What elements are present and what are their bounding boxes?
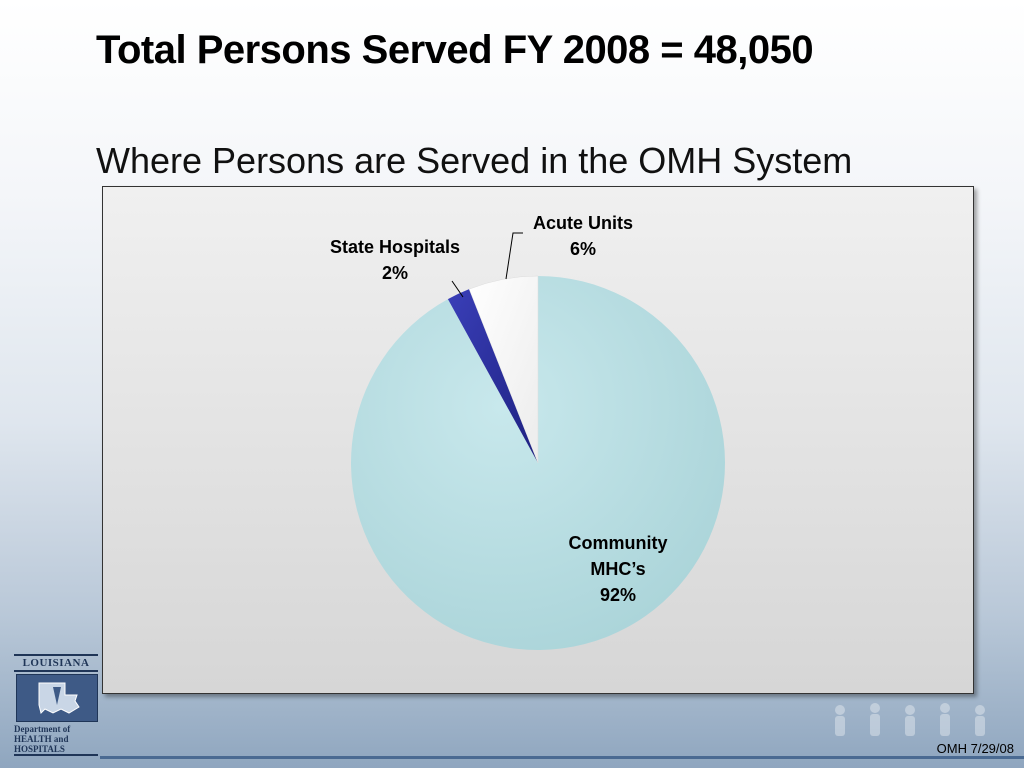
logo-bottom-text: Department of HEALTH and HOSPITALS <box>14 724 98 756</box>
pie-label-line: Acute Units <box>533 213 633 233</box>
slide-title: Total Persons Served FY 2008 = 48,050 <box>96 28 814 72</box>
leader-line-1 <box>451 280 464 298</box>
pie-label-line: Community <box>569 533 668 553</box>
pie-slice-2 <box>468 275 539 464</box>
logo-line-2: HEALTH and <box>14 734 69 744</box>
logo-line-3: HOSPITALS <box>14 744 65 754</box>
logo-top-text: LOUISIANA <box>14 654 98 672</box>
pie-label-line: 92% <box>600 585 636 605</box>
slide-subtitle: Where Persons are Served in the OMH Syst… <box>96 140 853 181</box>
pie-chart: Community MHC’s 92% State Hospitals 2% Acute … <box>330 213 725 650</box>
logo-state-emblem <box>16 674 98 722</box>
logo-line-1: Department of <box>14 724 71 734</box>
bottom-rule <box>100 756 1024 759</box>
pie-label-line: MHC’s <box>590 559 645 579</box>
chart-panel: Community MHC’s 92% State Hospitals 2% Acute … <box>102 186 974 694</box>
pie-label-line: State Hospitals <box>330 237 460 257</box>
decorative-figures <box>835 703 985 736</box>
pie-label-line: 6% <box>570 239 596 259</box>
dhh-logo: LOUISIANA Department of HEALTH and HOSPI… <box>14 654 100 756</box>
footer-text: OMH 7/29/08 <box>936 741 1014 756</box>
pie-label-1: State Hospitals 2% <box>330 237 460 283</box>
leader-line-2 <box>505 232 523 280</box>
pie-label-0: Community MHC’s 92% <box>569 533 668 605</box>
pie-slice-1 <box>447 289 538 463</box>
pie-label-2: Acute Units 6% <box>533 213 633 259</box>
pie-label-line: 2% <box>382 263 408 283</box>
